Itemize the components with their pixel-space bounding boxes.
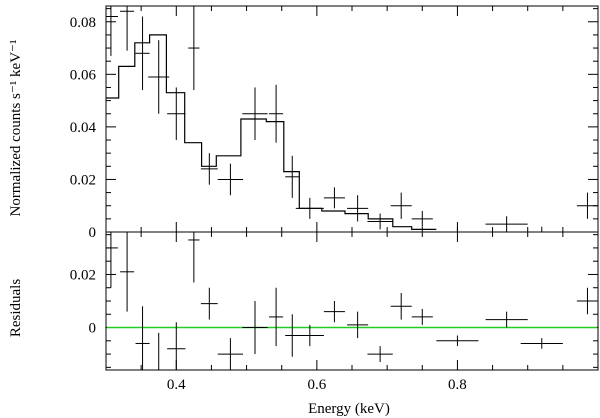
residual-point xyxy=(295,324,324,347)
data-point xyxy=(295,197,324,219)
data-point xyxy=(188,6,200,91)
residual-point xyxy=(135,306,150,370)
residual-point xyxy=(347,311,369,339)
data-point xyxy=(323,187,345,209)
spectrum-panel-frame xyxy=(105,5,599,233)
y-axis-title-spectrum: Normalized counts s⁻¹ keV⁻¹ xyxy=(8,40,24,217)
residual-point xyxy=(576,287,598,315)
y-tick-label: 0.02 xyxy=(70,267,96,283)
data-point xyxy=(200,153,218,185)
data-point xyxy=(436,226,479,233)
data-point xyxy=(367,213,393,230)
y-tick-label: 0.06 xyxy=(70,67,97,83)
spectrum-y-tick-labels: 0 0.02 0.04 0.06 0.08 xyxy=(70,15,97,241)
model-step-line xyxy=(106,34,437,230)
residual-point xyxy=(390,293,412,320)
data-point xyxy=(217,163,244,196)
residual-point xyxy=(269,287,284,347)
spectrum-axis-ticks xyxy=(106,6,598,232)
data-point xyxy=(135,16,150,91)
data-point xyxy=(411,210,433,227)
residuals-axis-ticks xyxy=(106,232,598,370)
residual-point xyxy=(242,301,268,355)
data-point xyxy=(242,87,268,141)
y-tick-label: 0.02 xyxy=(70,172,96,188)
residual-point xyxy=(367,346,393,363)
residual-point xyxy=(485,311,528,328)
data-point xyxy=(106,6,118,56)
x-tick-label: 0.6 xyxy=(307,377,326,393)
y-tick-label: 0 xyxy=(89,321,97,337)
data-point xyxy=(285,155,300,198)
residual-point xyxy=(217,338,244,370)
y-tick-label: 0 xyxy=(89,225,97,241)
residual-point xyxy=(120,232,135,312)
residual-point xyxy=(323,301,345,323)
y-tick-label: 0.08 xyxy=(70,15,96,31)
data-point xyxy=(347,195,369,222)
residual-point xyxy=(106,232,118,288)
residual-point xyxy=(167,322,186,370)
residual-data-points xyxy=(106,232,598,371)
x-axis-title: Energy (keV) xyxy=(308,401,390,417)
residual-point xyxy=(436,335,479,347)
data-point xyxy=(167,87,186,141)
data-point xyxy=(390,192,412,219)
x-tick-label: 0.4 xyxy=(167,377,186,393)
residual-point xyxy=(148,332,170,371)
residual-point xyxy=(200,287,218,320)
y-axis-title-residuals: Residuals xyxy=(8,279,24,337)
data-point xyxy=(120,6,135,51)
data-point xyxy=(485,216,528,232)
x-tick-label: 0.8 xyxy=(448,377,467,393)
data-point xyxy=(148,40,170,114)
y-tick-label: 0.04 xyxy=(70,120,97,136)
data-point xyxy=(520,226,563,233)
residual-point xyxy=(411,308,433,325)
spectrum-data-points xyxy=(106,6,598,233)
residuals-panel-frame xyxy=(105,231,599,371)
data-point xyxy=(269,84,284,143)
residual-point xyxy=(188,232,200,283)
residual-point xyxy=(520,338,563,349)
data-point xyxy=(576,192,598,219)
residuals-tick-labels: 0 0.02 0.4 0.6 0.8 xyxy=(70,267,467,393)
